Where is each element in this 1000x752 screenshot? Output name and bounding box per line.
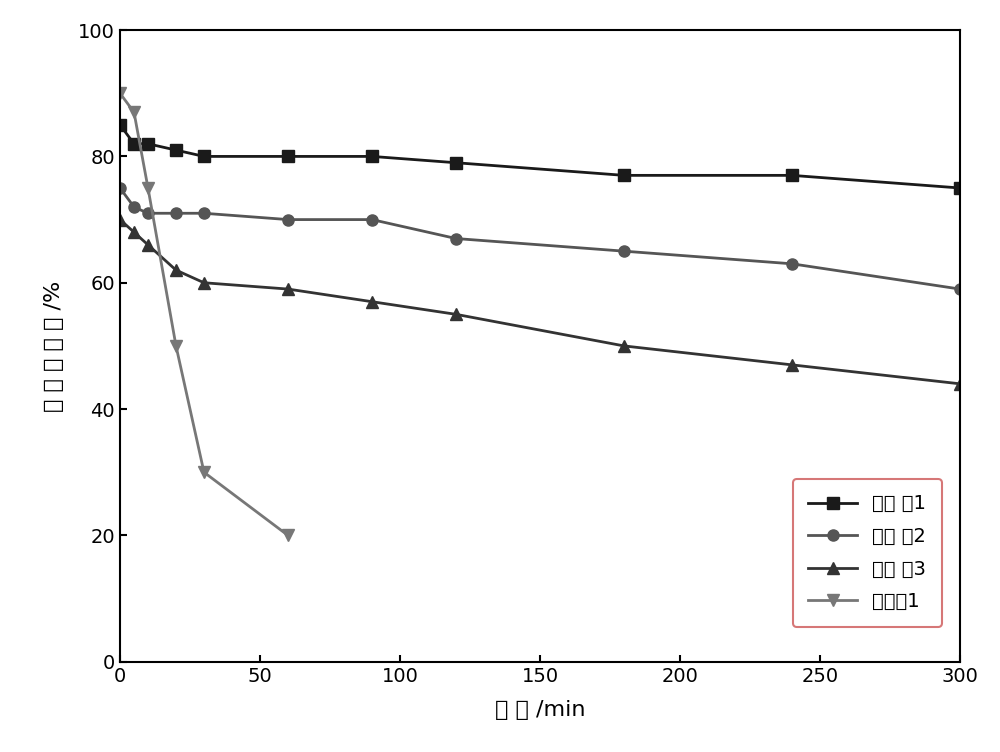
- 实施 例3: [142, 241, 154, 250]
- 实施 例2: [170, 209, 182, 218]
- 实施 例1: [198, 152, 210, 161]
- X-axis label: 时 间 /min: 时 间 /min: [495, 699, 585, 720]
- 实施 例1: [114, 120, 126, 129]
- Line: 对比例1: 对比例1: [114, 88, 294, 541]
- 对比例1: [128, 108, 140, 117]
- 实施 例2: [786, 259, 798, 268]
- 实施 例3: [954, 379, 966, 388]
- 实施 例2: [128, 202, 140, 211]
- 实施 例2: [142, 209, 154, 218]
- Line: 实施 例3: 实施 例3: [114, 214, 966, 390]
- 实施 例2: [282, 215, 294, 224]
- 实施 例2: [618, 247, 630, 256]
- 实施 例2: [114, 183, 126, 193]
- 实施 例1: [450, 158, 462, 167]
- 实施 例1: [954, 183, 966, 193]
- 实施 例3: [786, 360, 798, 369]
- 实施 例1: [128, 139, 140, 148]
- Legend: 实施 例1, 实施 例2, 实施 例3, 对比例1: 实施 例1, 实施 例2, 实施 例3, 对比例1: [793, 479, 942, 626]
- 实施 例2: [954, 284, 966, 293]
- 实施 例1: [282, 152, 294, 161]
- 对比例1: [142, 183, 154, 193]
- 对比例1: [170, 341, 182, 350]
- 实施 例1: [170, 146, 182, 155]
- 实施 例3: [282, 284, 294, 293]
- Line: 实施 例1: 实施 例1: [114, 120, 966, 193]
- 实施 例2: [198, 209, 210, 218]
- Line: 实施 例2: 实施 例2: [114, 183, 966, 295]
- 对比例1: [114, 89, 126, 98]
- 实施 例3: [450, 310, 462, 319]
- 实施 例1: [366, 152, 378, 161]
- 实施 例1: [618, 171, 630, 180]
- 实施 例3: [618, 341, 630, 350]
- 实施 例3: [170, 265, 182, 274]
- 实施 例3: [366, 297, 378, 306]
- 实施 例3: [114, 215, 126, 224]
- 实施 例3: [128, 228, 140, 237]
- 实施 例1: [786, 171, 798, 180]
- 对比例1: [198, 468, 210, 477]
- 实施 例3: [198, 278, 210, 287]
- 实施 例2: [450, 234, 462, 243]
- 实施 例1: [142, 139, 154, 148]
- 实施 例2: [366, 215, 378, 224]
- 对比例1: [282, 531, 294, 540]
- Y-axis label: 甲 醒 转 化 率 /%: 甲 醒 转 化 率 /%: [44, 280, 64, 411]
